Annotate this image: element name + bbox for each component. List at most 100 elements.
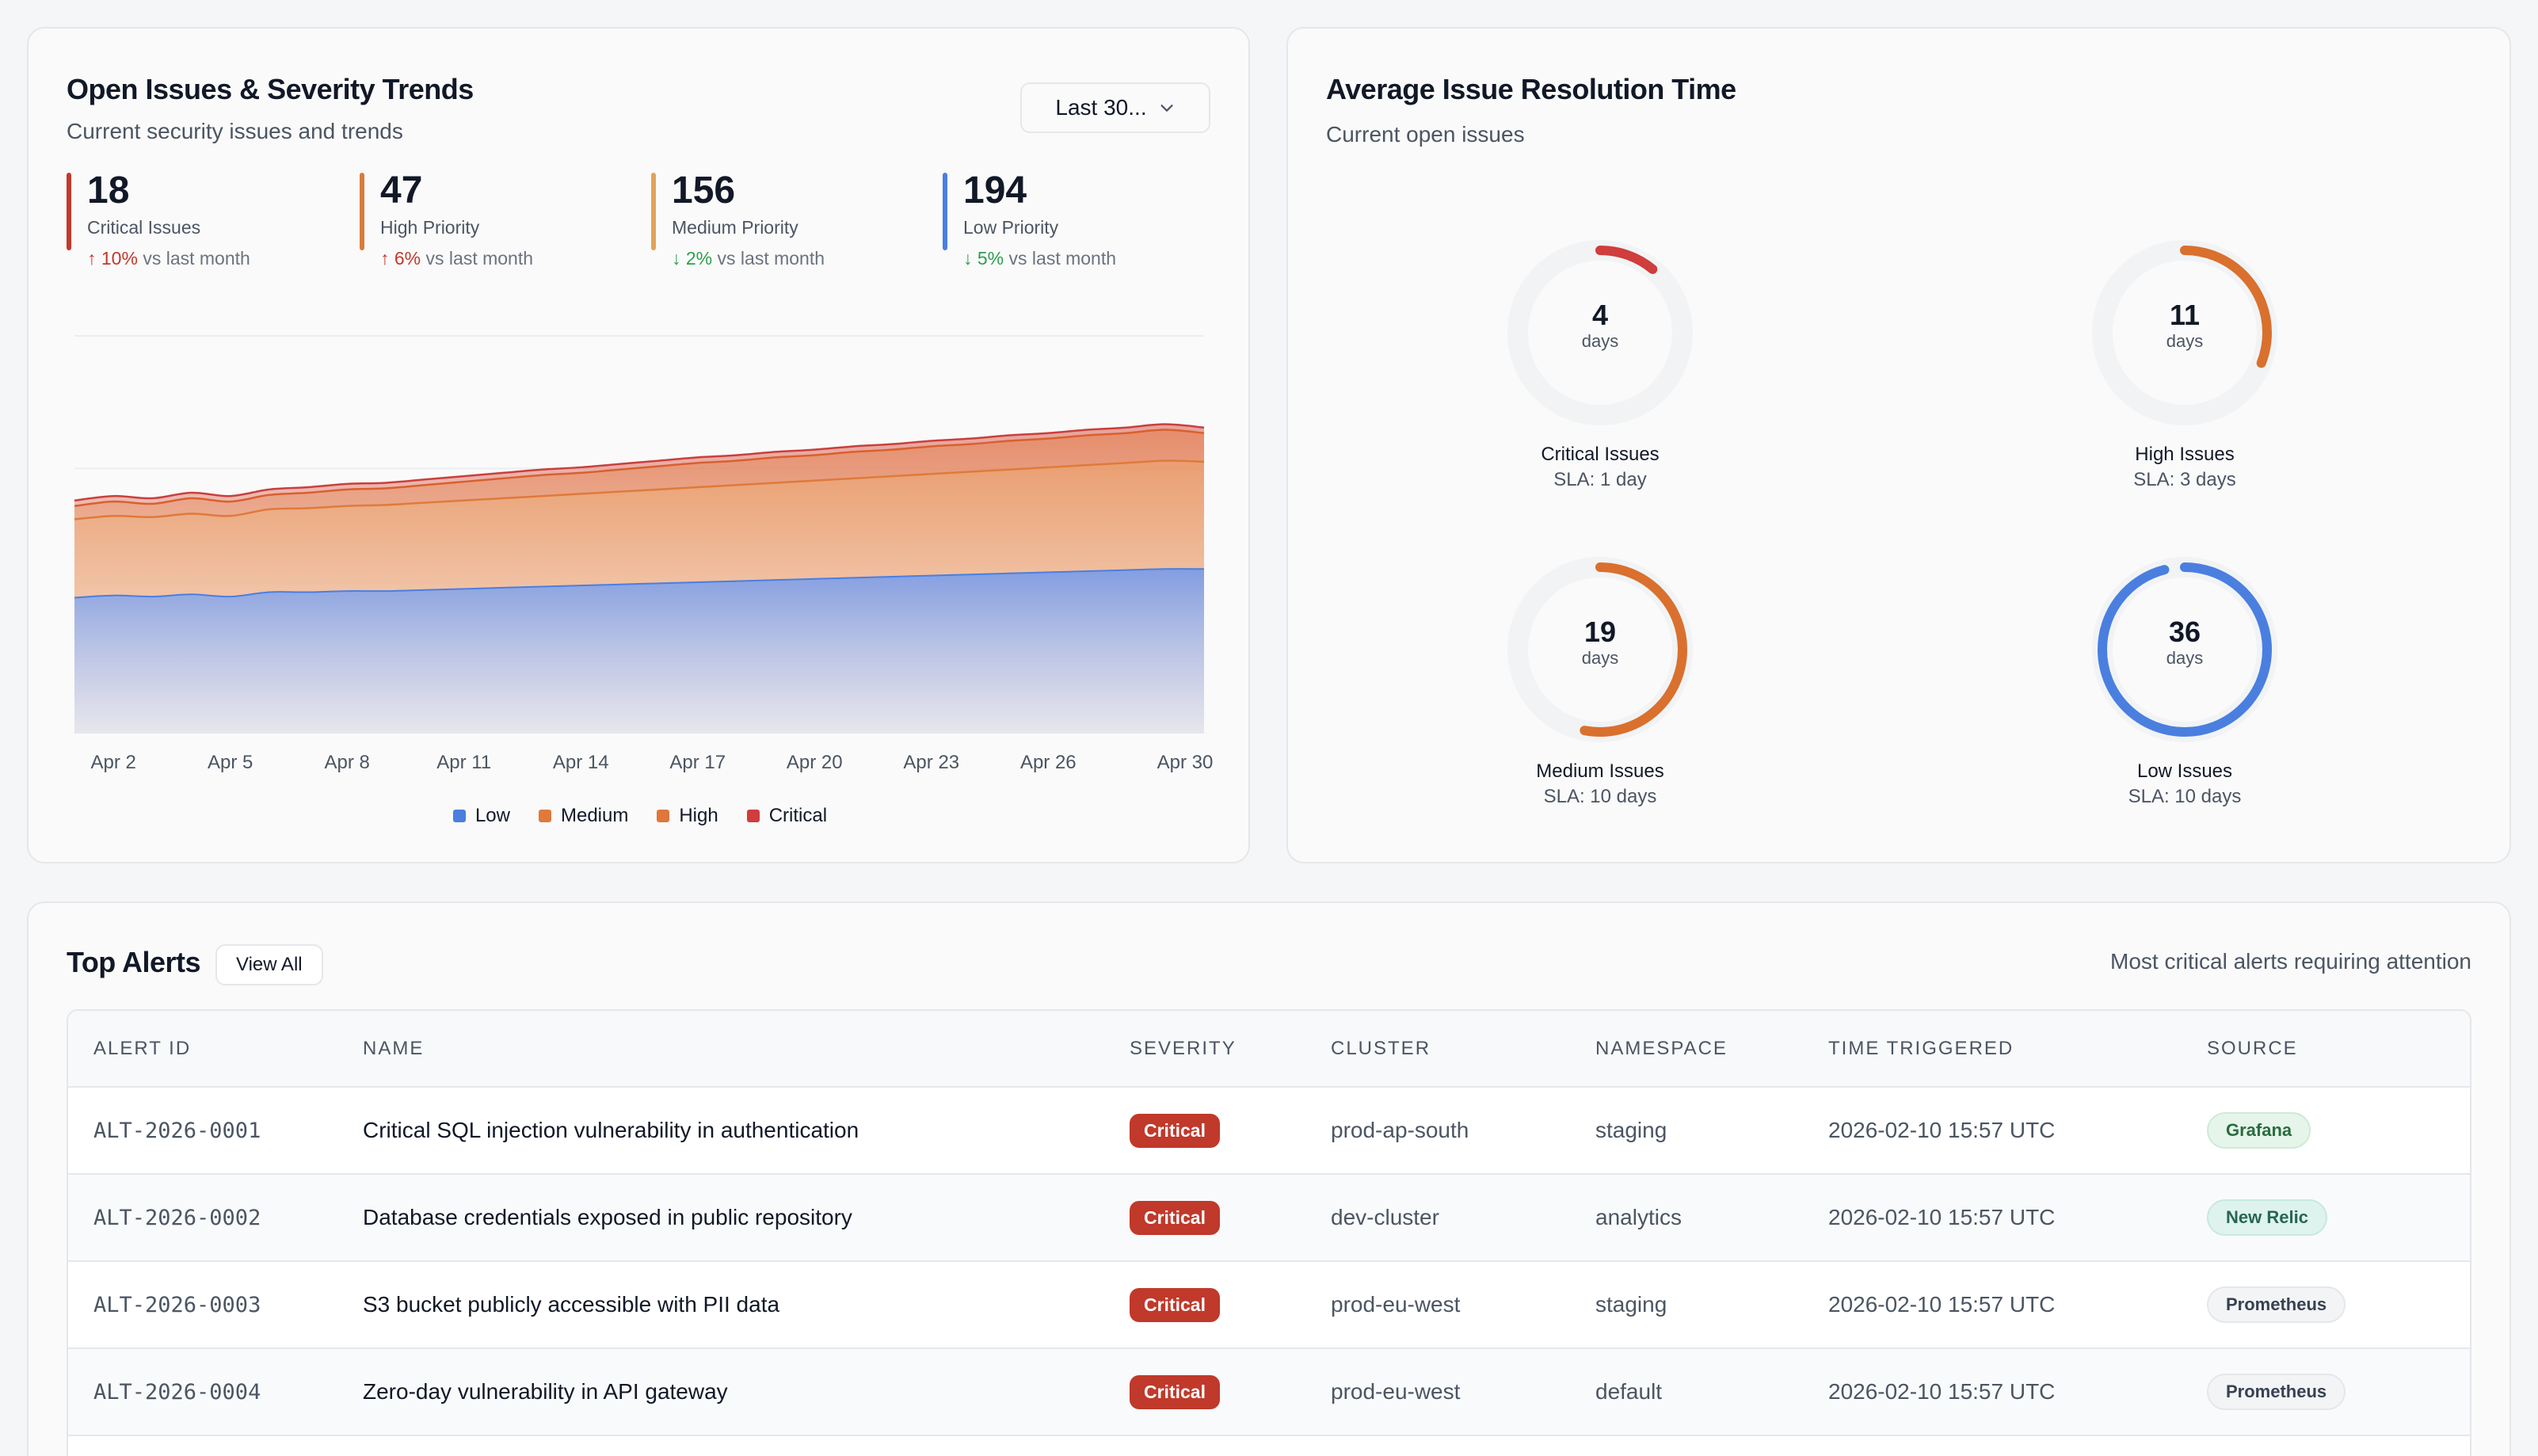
chart-areas: [74, 423, 1205, 734]
col-namespace[interactable]: NAMESPACE: [1595, 1011, 1828, 1088]
stat-high-bar: [360, 173, 364, 250]
donut-low-unit: days: [2166, 648, 2204, 668]
col-severity[interactable]: SEVERITY: [1130, 1011, 1331, 1088]
arrow-up-icon: ↑: [380, 248, 390, 269]
donut-progress-arc: [1513, 246, 1687, 420]
stat-low-bar: [943, 173, 947, 250]
col-alert-id[interactable]: ALERT ID: [68, 1011, 363, 1088]
date-range-select[interactable]: Last 30...: [1020, 82, 1210, 133]
resolution-title: Average Issue Resolution Time: [1326, 73, 1736, 105]
donut-critical-sla: SLA: 1 day: [1553, 469, 1647, 490]
legend-item-critical[interactable]: Critical: [746, 805, 827, 827]
table-row[interactable]: ALT-2026-0003 S3 bucket publicly accessi…: [68, 1261, 2470, 1349]
stat-high: 47 High Priority ↑ 6% vs last month: [360, 170, 533, 288]
stat-high-value: 47: [380, 170, 423, 212]
chart-legend: Low Medium High Critical: [29, 805, 1252, 827]
donut-medium: 19 days: [1505, 555, 1695, 745]
alert-name: Zero-day vulnerability in API gateway: [363, 1348, 1130, 1436]
x-tick-label: Apr 2: [90, 752, 135, 773]
alert-cluster: prod-eu-west: [1331, 1348, 1595, 1436]
legend-item-low[interactable]: Low: [452, 805, 510, 827]
arrow-down-icon: ↓: [963, 248, 973, 269]
chart-x-axis: Apr 2 Apr 5 Apr 8 Apr 11 Apr 14 Apr 17 Apr 20 A…: [90, 752, 1213, 773]
legend-swatch-medium: [538, 810, 551, 822]
source-badge: Grafana: [2207, 1112, 2311, 1149]
alert-time: 2026-02-10 15:57 UTC: [1828, 1174, 2207, 1262]
col-time-triggered[interactable]: TIME TRIGGERED: [1828, 1011, 2207, 1088]
x-tick-label: Apr 5: [208, 752, 253, 773]
donut-low-caption: Low Issues SLA: 10 days: [2026, 759, 2343, 810]
legend-swatch-low: [452, 810, 466, 822]
series-line-low: [74, 568, 1205, 599]
alert-namespace: staging: [1595, 1261, 1828, 1349]
alert-namespace: staging: [1595, 1087, 1828, 1175]
legend-item-high[interactable]: High: [657, 805, 718, 827]
trends-subtitle: Current security issues and trends: [67, 119, 403, 143]
alert-source: Prometheus: [2207, 1348, 2470, 1436]
x-tick-label: Apr 30: [1157, 752, 1214, 773]
stat-low: 194 Low Priority ↓ 5% vs last month: [943, 170, 1116, 288]
donut-critical: 4 days: [1505, 238, 1695, 428]
stat-medium: 156 Medium Priority ↓ 2% vs last month: [651, 170, 825, 288]
top-alerts-card: Top Alerts View All Most critical alerts…: [27, 901, 2511, 1456]
x-tick-label: Apr 26: [1020, 752, 1077, 773]
x-tick-label: Apr 17: [669, 752, 726, 773]
table-row[interactable]: ALT-2026-0002 Database credentials expos…: [68, 1174, 2470, 1262]
series-line-critical: [74, 423, 1205, 502]
donut-medium-label: Medium Issues: [1536, 760, 1664, 782]
donut-critical-value: 4: [1591, 299, 1609, 331]
donut-high-label: High Issues: [2135, 444, 2235, 465]
stat-critical-label: Critical Issues: [87, 217, 201, 238]
alert-source: New Relic: [2207, 1174, 2470, 1262]
alert-severity: Critical: [1130, 1261, 1331, 1349]
donut-critical-caption: Critical Issues SLA: 1 day: [1442, 442, 1759, 493]
alerts-title: Top Alerts: [67, 946, 201, 978]
severity-badge: Critical: [1130, 1200, 1220, 1235]
donut-critical-ring: [1507, 240, 1693, 425]
severity-badge: Critical: [1130, 1374, 1220, 1409]
donut-low-ring: [2092, 557, 2277, 742]
stat-medium-bar: [651, 173, 656, 250]
alert-severity: Critical: [1130, 1348, 1331, 1436]
col-cluster[interactable]: CLUSTER: [1331, 1011, 1595, 1088]
arrow-up-icon: ↑: [87, 248, 97, 269]
series-line-medium: [74, 459, 1205, 520]
donut-high-sla: SLA: 3 days: [2133, 469, 2236, 490]
alert-name: Database credentials exposed in public r…: [363, 1174, 1130, 1262]
legend-label-low: Low: [474, 805, 510, 826]
alerts-subtitle: Most critical alerts requiring attention: [2110, 949, 2471, 974]
col-source[interactable]: SOURCE: [2207, 1011, 2470, 1088]
area-low[interactable]: [74, 569, 1204, 734]
legend-swatch-high: [657, 810, 670, 822]
donut-high-ring: [2092, 240, 2277, 425]
view-all-button[interactable]: View All: [215, 944, 323, 985]
legend-item-medium[interactable]: Medium: [538, 805, 628, 827]
table-row[interactable]: ALT-2026-0001 Critical SQL injection vul…: [68, 1087, 2470, 1175]
x-tick-label: Apr 20: [787, 752, 843, 773]
stat-low-label: Low Priority: [963, 217, 1059, 238]
stat-medium-change: ↓ 2% vs last month: [672, 248, 825, 269]
x-tick-label: Apr 8: [325, 752, 370, 773]
donut-high-value: 11: [2169, 299, 2201, 331]
source-badge: Prometheus: [2207, 1374, 2346, 1410]
stat-low-value: 194: [963, 170, 1027, 212]
stat-low-change: ↓ 5% vs last month: [963, 248, 1117, 269]
donut-progress-arc: [2098, 562, 2272, 737]
donut-low-sla: SLA: 10 days: [2128, 786, 2242, 807]
col-name[interactable]: NAME: [363, 1011, 1130, 1088]
alerts-table: ALERT ID NAME SEVERITY CLUSTER NAMESPACE…: [67, 1009, 2471, 1456]
donut-low: 36 days: [2090, 555, 2280, 745]
donut-medium-caption: Medium Issues SLA: 10 days: [1442, 759, 1759, 810]
donut-medium-value: 19: [1583, 616, 1617, 648]
table-row[interactable]: ALT-2026-0004 Zero-day vulnerability in …: [68, 1348, 2470, 1436]
legend-label-high: High: [679, 805, 718, 826]
donut-medium-unit: days: [1581, 648, 1619, 668]
alert-id: ALT-2026-0003: [68, 1261, 363, 1349]
donut-low-label: Low Issues: [2136, 760, 2233, 782]
donut-critical-unit: days: [1581, 331, 1619, 351]
resolution-subtitle: Current open issues: [1326, 122, 1525, 147]
alert-name: Critical SQL injection vulnerability in …: [363, 1087, 1130, 1175]
alert-id: ALT-2026-0004: [68, 1348, 363, 1436]
severity-area-chart: Apr 2 Apr 5 Apr 8 Apr 11 Apr 14 Apr 17 Apr 20 A…: [74, 335, 1213, 773]
alert-severity: Critical: [1130, 1174, 1331, 1262]
